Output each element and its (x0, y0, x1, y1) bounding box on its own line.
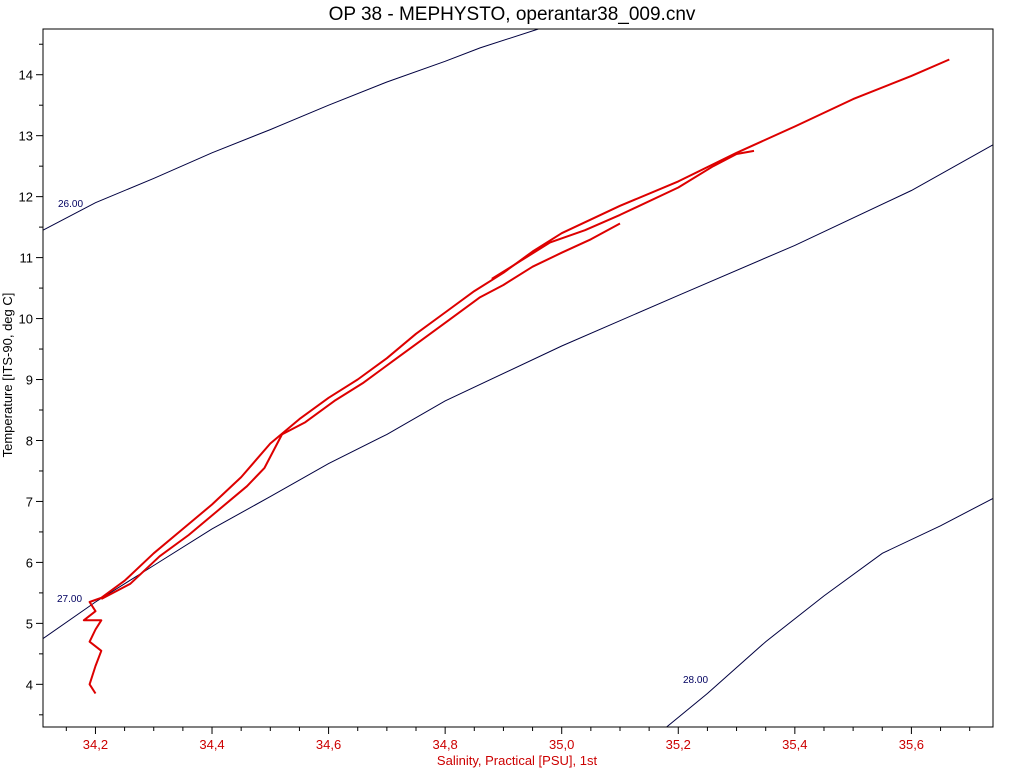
isopycnal-label-28.00: 28.00 (683, 675, 708, 686)
isopycnal-line-27.00 (43, 144, 993, 640)
x-axis-label: Salinity, Practical [PSU], 1st (437, 753, 598, 768)
y-tick-label: 7 (26, 494, 33, 509)
plot-frame (42, 28, 994, 728)
x-tick-label: 35,2 (666, 737, 691, 752)
y-tick-label: 9 (26, 373, 33, 388)
y-tick-label: 4 (26, 677, 33, 692)
ts-profile-line-3 (491, 149, 755, 280)
y-tick-label: 12 (19, 190, 33, 205)
x-tick-label: 35,6 (899, 737, 924, 752)
isopycnal-label-27.00: 27.00 (57, 594, 82, 605)
ts-profile-line-2 (100, 222, 621, 600)
y-tick-label: 6 (26, 555, 33, 570)
isopycnal-line-26.00 (43, 29, 539, 231)
chart-title: OP 38 - MEPHYSTO, operantar38_009.cnv (329, 4, 696, 25)
x-tick-label: 34,6 (316, 737, 341, 752)
x-tick-label: 34,2 (83, 737, 108, 752)
y-axis-label: Temperature [ITS-90, deg C] (0, 293, 15, 458)
isopycnal-line-28.00 (666, 497, 993, 727)
y-tick-label: 10 (19, 312, 33, 327)
x-tick-label: 34,4 (199, 737, 224, 752)
x-tick-label: 35,0 (549, 737, 574, 752)
x-tick-label: 35,4 (782, 737, 807, 752)
ts-profile-line-1 (82, 58, 950, 695)
y-tick-label: 5 (26, 616, 33, 631)
y-tick-label: 14 (19, 68, 33, 83)
x-tick-label: 34,8 (432, 737, 457, 752)
y-tick-label: 8 (26, 433, 33, 448)
y-tick-label: 13 (19, 129, 33, 144)
y-tick-label: 11 (20, 251, 34, 266)
isopycnal-label-26.00: 26.00 (58, 199, 83, 210)
